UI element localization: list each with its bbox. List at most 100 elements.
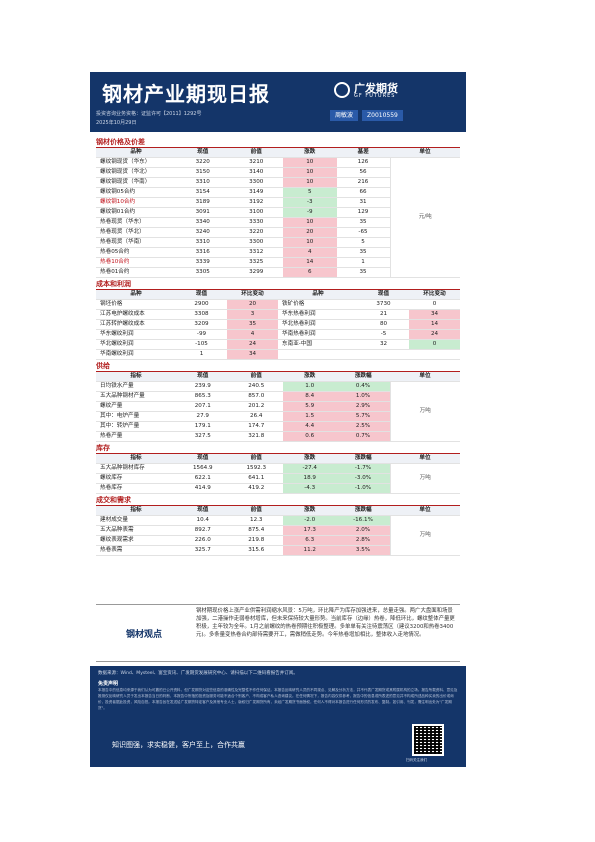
table-row: 螺纹钢05合约 3154 3149 5 66 (96, 187, 460, 198)
change-value: 34 (227, 349, 278, 360)
current-value: -105 (176, 339, 227, 350)
change-value: -27.4 (283, 463, 337, 474)
column-header: 前值 (229, 454, 283, 464)
report-date: 2025年10月29日 (96, 120, 137, 126)
row-name: 江苏电炉螺纹成本 (96, 309, 176, 320)
table-header-row: 指标 现值 前值 涨跌 涨跌幅 单位 (96, 372, 460, 382)
previous-value: 875.4 (229, 525, 283, 536)
row-name: 螺纹钢10合约 (96, 197, 176, 208)
previous-value: 857.0 (229, 391, 283, 402)
row-name: 螺纹钢01合约 (96, 207, 176, 218)
change-value: 17.3 (283, 525, 337, 536)
change-pct: 2.0% (336, 525, 390, 536)
change-value: 0 (409, 299, 460, 310)
current-value: 3316 (176, 247, 230, 258)
change-value: 24 (409, 329, 460, 340)
row-name: 铁矿价格 (278, 299, 358, 310)
cost-table: 品种 现值 环比变动 品种 现值 环比变动 钢坯价格 2900 20 铁矿价格 3730 0 江苏电炉… (96, 290, 460, 360)
supply-table: 指标 现值 前值 涨跌 涨跌幅 单位 日均铁水产量 239.9 240.5 1.0 0.4% 万吨五… (96, 372, 460, 442)
current-value: 327.5 (176, 431, 230, 442)
analyst-info: 周敏波 Z0010559 (330, 110, 403, 121)
current-value: -5 (358, 329, 409, 340)
row-name: 华北螺纹利润 (96, 339, 176, 350)
row-name: 华东热卷利润 (278, 309, 358, 320)
current-value: 892.7 (176, 525, 230, 536)
current-value: 239.9 (176, 381, 230, 392)
change-value: 5 (283, 187, 337, 198)
change-value: 4 (283, 247, 337, 258)
table-row: 华东螺纹利润 -99 4 华南热卷利润 -5 24 (96, 329, 460, 340)
change-value: -3 (283, 197, 337, 208)
steel-view-box: 钢材观点 钢材期现价格上涨产业供需利润缩水风景：5万吨，环比降产为库存加强进来，… (96, 604, 460, 662)
analyst-id: Z0010559 (362, 110, 403, 121)
change-pct: 2.9% (336, 401, 390, 412)
change-pct: -3.0% (336, 473, 390, 484)
logo-en-text: GF FUTURES (354, 93, 396, 99)
row-name: 五大品种表需 (96, 525, 176, 536)
table-row: 热卷01合约 3305 3299 6 35 (96, 267, 460, 278)
column-header: 现值 (176, 148, 230, 158)
column-header: 品种 (96, 290, 176, 300)
current-value: 3209 (176, 319, 227, 330)
current-value: 226.0 (176, 535, 230, 546)
section-title-inventory: 库存 (96, 443, 460, 454)
current-value: 3189 (176, 197, 230, 208)
current-value: 414.9 (176, 483, 230, 494)
company-logo: 广发期货 GF FUTURES (334, 80, 434, 102)
row-name: 五大品种钢材产量 (96, 391, 176, 402)
basis-value: 216 (336, 177, 390, 188)
current-value: 3310 (176, 237, 230, 248)
report-content: 钢材价格及价差 品种 现值 前值 涨跌 基差 单位 螺纹钢现货（华东） 3220 3210 10… (96, 136, 460, 556)
table-row: 日均铁水产量 239.9 240.5 1.0 0.4% 万吨 (96, 381, 460, 442)
unit-cell: 万吨 (389, 463, 460, 494)
change-value: 0.6 (283, 431, 337, 442)
column-header: 涨跌幅 (336, 454, 390, 464)
current-value: 32 (358, 339, 409, 350)
basis-value: 35 (336, 247, 390, 258)
table-row: 螺纹库存 622.1 641.1 18.9 -3.0% (96, 473, 460, 484)
previous-value: 315.6 (229, 545, 283, 556)
change-value: 18.9 (283, 473, 337, 484)
previous-value: 3312 (229, 247, 283, 258)
table-row: 五大品种钢材库存 1564.9 1592.3 -27.4 -1.7% 万吨 (96, 463, 460, 494)
row-name: 热卷表需 (96, 545, 176, 556)
previous-value: 3300 (229, 177, 283, 188)
change-value: 4.4 (283, 421, 337, 432)
table-row: 热卷现货（华北） 3240 3220 20 -65 (96, 227, 460, 238)
table-row: 螺纹钢现货（华南） 3310 3300 10 216 (96, 177, 460, 188)
report-page: 钢材产业期现日报 投资咨询业务资格：证监许可【2011】1292号 2025年1… (90, 72, 466, 767)
table-row: 华南螺纹利润 1 34 (96, 349, 460, 360)
change-value: 10 (283, 177, 337, 188)
column-header: 环比变动 (227, 290, 278, 300)
current-value: 1564.9 (176, 463, 230, 474)
previous-value: 3300 (229, 237, 283, 248)
row-name: 螺纹表观需求 (96, 535, 176, 546)
current-value: 622.1 (176, 473, 230, 484)
basis-value: 129 (336, 207, 390, 218)
previous-value: 641.1 (229, 473, 283, 484)
price-table: 品种 现值 前值 涨跌 基差 单位 螺纹钢现货（华东） 3220 3210 10 126 元/吨 螺纹… (96, 148, 460, 278)
qr-code-icon[interactable] (412, 724, 444, 756)
change-value: -4.3 (283, 483, 337, 494)
row-name: 热卷05合约 (96, 247, 176, 258)
change-value: 6 (283, 267, 337, 278)
disclaimer-text: 本报告中的信息均来源于我们认为可靠的已公开资料，但广发期货对这些信息的准确性及完… (98, 688, 458, 710)
change-value: 10 (283, 217, 337, 228)
basis-value: 35 (336, 217, 390, 228)
previous-value: 3210 (229, 157, 283, 168)
column-header: 涨跌 (283, 454, 337, 464)
basis-value: 1 (336, 257, 390, 268)
column-header: 前值 (229, 506, 283, 516)
row-name: 江苏转炉螺纹成本 (96, 319, 176, 330)
column-header: 现值 (176, 506, 230, 516)
table-row: 热卷库存 414.9 419.2 -4.3 -1.0% (96, 483, 460, 494)
row-name: 热卷库存 (96, 483, 176, 494)
row-name: 东南亚-中国 (278, 339, 358, 350)
row-name: 热卷01合约 (96, 267, 176, 278)
change-value: -9 (283, 207, 337, 218)
change-value: 24 (227, 339, 278, 350)
unit-cell: 万吨 (389, 515, 460, 556)
row-name: 螺纹库存 (96, 473, 176, 484)
row-name: 螺纹产量 (96, 401, 176, 412)
previous-value: 219.8 (229, 535, 283, 546)
